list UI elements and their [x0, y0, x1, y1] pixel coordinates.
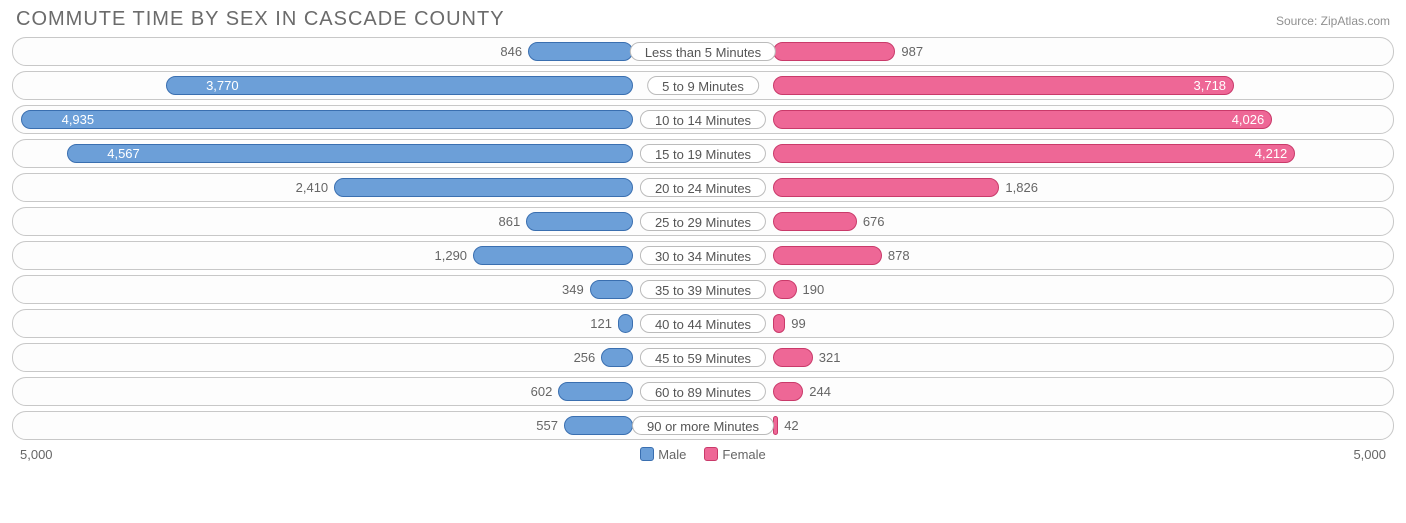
female-bar — [773, 212, 857, 231]
female-value: 321 — [819, 344, 841, 371]
category-label: 5 to 9 Minutes — [647, 76, 759, 95]
axis-max-right: 5,000 — [1353, 447, 1386, 462]
category-label: 25 to 29 Minutes — [640, 212, 766, 231]
female-value: 676 — [863, 208, 885, 235]
male-bar — [473, 246, 633, 265]
male-bar — [601, 348, 633, 367]
female-value: 244 — [809, 378, 831, 405]
male-bar — [334, 178, 633, 197]
male-value: 4,935 — [62, 106, 95, 133]
legend-female: Female — [704, 447, 765, 462]
male-value: 602 — [531, 378, 553, 405]
category-label: 10 to 14 Minutes — [640, 110, 766, 129]
female-bar — [773, 144, 1295, 163]
female-bar — [773, 178, 999, 197]
chart-footer: 5,000 Male Female 5,000 — [12, 445, 1394, 462]
chart-row: 1,290 878 30 to 34 Minutes — [12, 241, 1394, 270]
male-bar — [564, 416, 633, 435]
category-label: Less than 5 Minutes — [630, 42, 776, 61]
category-label: 90 or more Minutes — [632, 416, 774, 435]
female-value: 3,718 — [1194, 72, 1227, 99]
chart-row: 349 190 35 to 39 Minutes — [12, 275, 1394, 304]
male-value: 1,290 — [435, 242, 468, 269]
male-value: 846 — [500, 38, 522, 65]
male-value: 4,567 — [107, 140, 140, 167]
chart-row: 4,935 4,026 10 to 14 Minutes — [12, 105, 1394, 134]
female-bar — [773, 348, 813, 367]
male-value: 557 — [536, 412, 558, 439]
male-bar — [21, 110, 633, 129]
female-bar — [773, 314, 785, 333]
male-value: 3,770 — [206, 72, 239, 99]
female-value: 987 — [901, 38, 923, 65]
female-value: 1,826 — [1005, 174, 1038, 201]
female-value: 4,212 — [1255, 140, 1288, 167]
legend-male-label: Male — [658, 447, 686, 462]
male-bar — [528, 42, 633, 61]
male-value: 349 — [562, 276, 584, 303]
category-label: 15 to 19 Minutes — [640, 144, 766, 163]
chart-header: COMMUTE TIME BY SEX IN CASCADE COUNTY So… — [12, 8, 1394, 37]
female-bar — [773, 246, 882, 265]
population-pyramid-chart: 846 987 Less than 5 Minutes 3,770 3,718 5 to … — [12, 37, 1394, 440]
female-bar — [773, 110, 1272, 129]
chart-row: 846 987 Less than 5 Minutes — [12, 37, 1394, 66]
axis-max-left: 5,000 — [20, 447, 53, 462]
category-label: 20 to 24 Minutes — [640, 178, 766, 197]
category-label: 40 to 44 Minutes — [640, 314, 766, 333]
female-value: 99 — [791, 310, 805, 337]
male-value: 121 — [590, 310, 612, 337]
chart-row: 2,410 1,826 20 to 24 Minutes — [12, 173, 1394, 202]
male-bar — [67, 144, 633, 163]
female-bar — [773, 382, 803, 401]
male-bar — [590, 280, 633, 299]
legend-male: Male — [640, 447, 686, 462]
chart-legend: Male Female — [53, 447, 1354, 462]
male-value: 2,410 — [296, 174, 329, 201]
chart-row: 121 99 40 to 44 Minutes — [12, 309, 1394, 338]
male-value: 256 — [574, 344, 596, 371]
chart-title: COMMUTE TIME BY SEX IN CASCADE COUNTY — [16, 8, 505, 31]
category-label: 35 to 39 Minutes — [640, 280, 766, 299]
female-bar — [773, 76, 1234, 95]
male-value: 861 — [499, 208, 521, 235]
chart-row: 602 244 60 to 89 Minutes — [12, 377, 1394, 406]
category-label: 30 to 34 Minutes — [640, 246, 766, 265]
category-label: 60 to 89 Minutes — [640, 382, 766, 401]
female-bar — [773, 42, 895, 61]
female-value: 190 — [803, 276, 825, 303]
male-bar — [618, 314, 633, 333]
category-label: 45 to 59 Minutes — [640, 348, 766, 367]
chart-row: 4,567 4,212 15 to 19 Minutes — [12, 139, 1394, 168]
chart-row: 256 321 45 to 59 Minutes — [12, 343, 1394, 372]
chart-source: Source: ZipAtlas.com — [1276, 14, 1390, 28]
female-swatch-icon — [704, 447, 718, 461]
female-bar — [773, 280, 797, 299]
female-value: 4,026 — [1232, 106, 1265, 133]
female-value: 878 — [888, 242, 910, 269]
chart-row: 557 42 90 or more Minutes — [12, 411, 1394, 440]
male-swatch-icon — [640, 447, 654, 461]
female-value: 42 — [784, 412, 798, 439]
chart-row: 3,770 3,718 5 to 9 Minutes — [12, 71, 1394, 100]
male-bar — [558, 382, 633, 401]
chart-row: 861 676 25 to 29 Minutes — [12, 207, 1394, 236]
male-bar — [526, 212, 633, 231]
legend-female-label: Female — [722, 447, 765, 462]
